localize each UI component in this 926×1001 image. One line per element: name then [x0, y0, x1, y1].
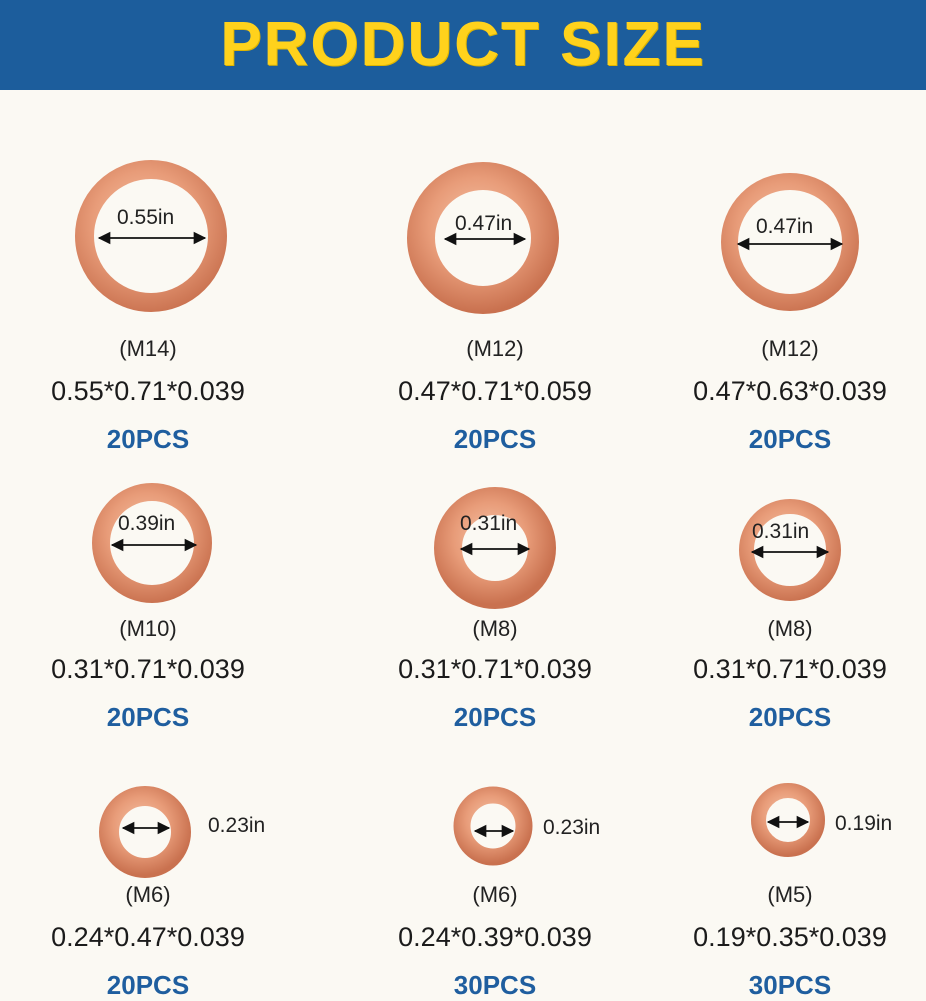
washer-item-m12-b: 0.47in (M12) 0.47*0.63*0.039 20PCS: [640, 150, 926, 454]
washer-item-m6-a: 0.23in (M6) 0.24*0.47*0.039 20PCS: [5, 780, 305, 1000]
quantity: 20PCS: [748, 424, 832, 454]
size-code: (M8): [767, 616, 813, 641]
inner-diameter-label: 0.55in: [117, 206, 175, 229]
washer-item-m14: 0.55in (M14) 0.55*0.71*0.039 20PCS: [5, 150, 305, 454]
inner-diameter-label: 0.47in: [756, 215, 814, 238]
washer-image: [75, 160, 227, 312]
copper-washer: [99, 786, 191, 878]
quantity: 20PCS: [106, 970, 190, 1000]
size-code: (M6): [472, 882, 518, 907]
washer-image: [750, 782, 826, 858]
title-banner: PRODUCT SIZE: [0, 0, 926, 90]
dimensions: 0.19*0.35*0.039: [693, 922, 887, 952]
inner-diameter-label: 0.23in: [208, 814, 266, 837]
copper-washer: [751, 783, 825, 857]
washer-image: [92, 483, 212, 603]
washer-item-m8-b: 0.31in (M8) 0.31*0.71*0.039 20PCS: [640, 480, 926, 740]
dimensions: 0.55*0.71*0.039: [51, 376, 245, 406]
size-code: (M6): [125, 882, 171, 907]
size-code: (M12): [466, 336, 524, 361]
copper-washer: [75, 160, 227, 312]
quantity: 30PCS: [453, 970, 537, 1000]
quantity: 20PCS: [106, 424, 190, 454]
size-code: (M10): [119, 616, 177, 641]
dimensions: 0.24*0.39*0.039: [398, 922, 592, 952]
dimensions: 0.31*0.71*0.039: [693, 654, 887, 684]
inner-diameter-label: 0.47in: [455, 212, 513, 235]
dimensions: 0.47*0.71*0.059: [398, 376, 592, 406]
copper-washer: [453, 786, 533, 866]
size-code: (M8): [472, 616, 518, 641]
copper-washer: [407, 162, 559, 314]
quantity: 20PCS: [748, 702, 832, 732]
washer-image: [453, 786, 533, 866]
banner-title: PRODUCT SIZE: [220, 10, 706, 79]
inner-diameter-label: 0.31in: [752, 520, 810, 543]
dimensions: 0.31*0.71*0.039: [398, 654, 592, 684]
dimensions: 0.31*0.71*0.039: [51, 654, 245, 684]
washer-item-m5: 0.19in (M5) 0.19*0.35*0.039 30PCS: [616, 780, 916, 1000]
size-code: (M5): [767, 882, 813, 907]
quantity: 20PCS: [106, 702, 190, 732]
dimensions: 0.47*0.63*0.039: [693, 376, 887, 406]
size-code: (M12): [761, 336, 819, 361]
quantity: 20PCS: [453, 424, 537, 454]
copper-washer: [721, 173, 859, 311]
washer-image: [407, 162, 559, 314]
quantity: 20PCS: [453, 702, 537, 732]
washer-item-m10: 0.39in (M10) 0.31*0.71*0.039 20PCS: [5, 480, 305, 740]
copper-washer: [92, 483, 212, 603]
inner-diameter-label: 0.31in: [460, 512, 518, 535]
size-code: (M14): [119, 336, 177, 361]
washer-image: [433, 486, 557, 610]
washer-item-m12-a: 0.47in (M12) 0.47*0.71*0.059 20PCS: [345, 150, 645, 454]
washer-image: [720, 172, 860, 312]
copper-washer: [739, 499, 841, 601]
quantity: 30PCS: [748, 970, 832, 1000]
inner-diameter-label: 0.23in: [543, 816, 601, 839]
copper-washer: [434, 487, 556, 609]
washer-image: [738, 498, 842, 602]
washer-item-m8-a: 0.31in (M8) 0.31*0.71*0.039 20PCS: [345, 480, 645, 740]
inner-diameter-label: 0.39in: [118, 512, 176, 535]
washer-image: [97, 784, 193, 880]
washer-item-m6-b: 0.23in (M6) 0.24*0.39*0.039 30PCS: [345, 780, 645, 1000]
dimensions: 0.24*0.47*0.039: [51, 922, 245, 952]
inner-diameter-label: 0.19in: [835, 812, 893, 835]
